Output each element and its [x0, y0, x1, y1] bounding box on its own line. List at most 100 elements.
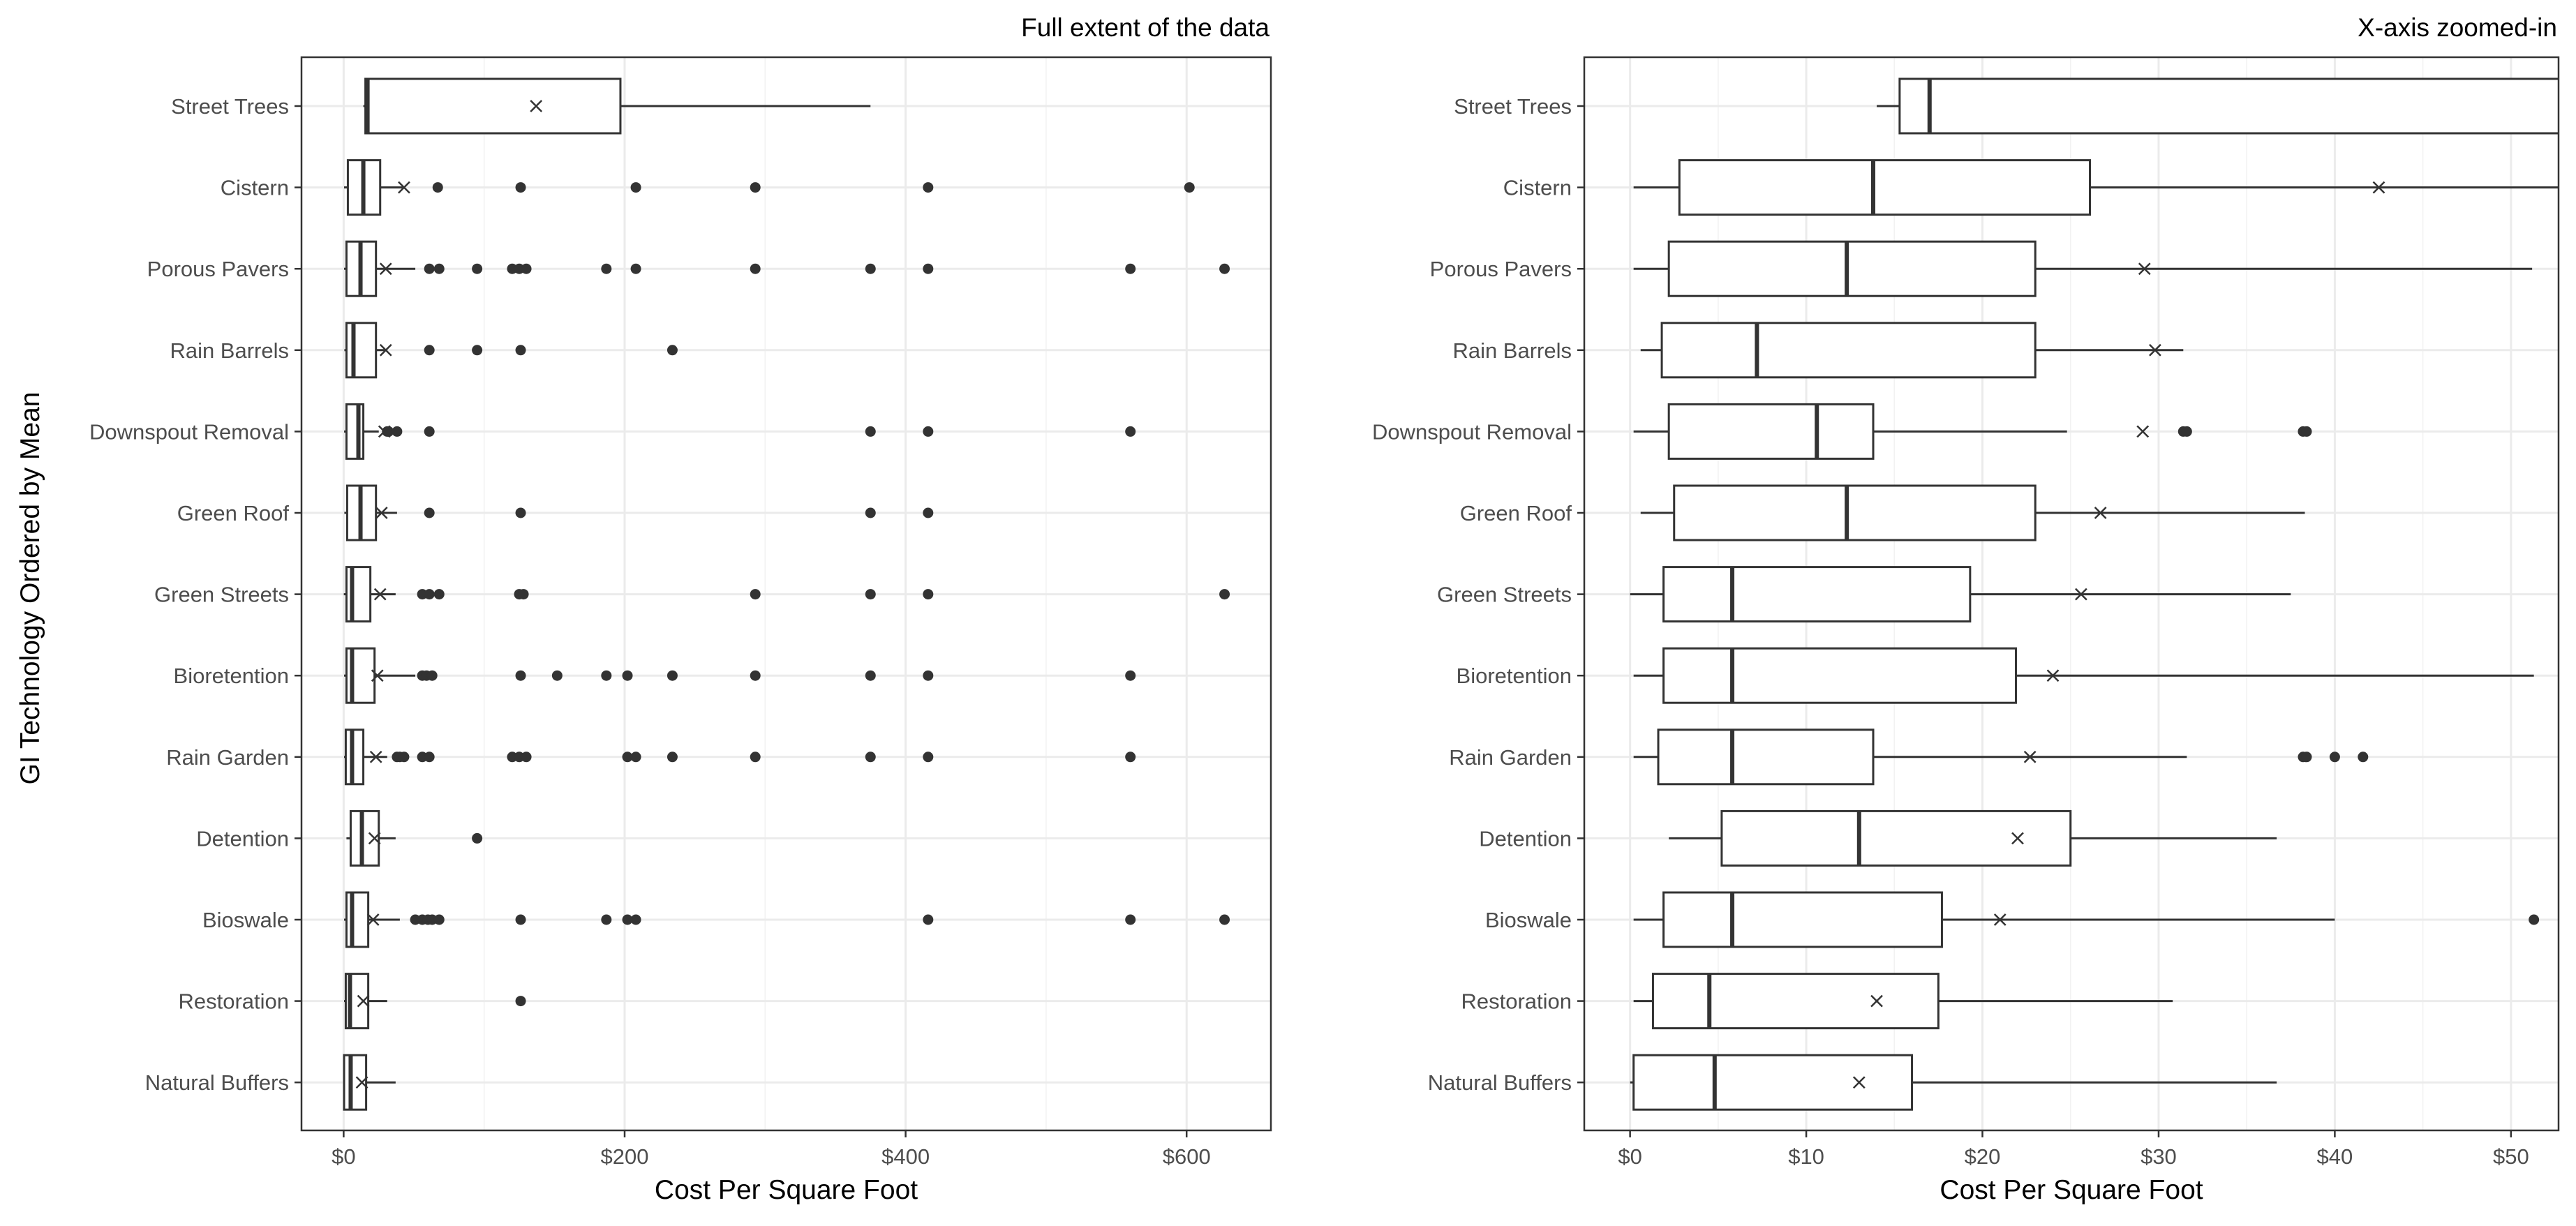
- y-tick-label: Cistern: [1503, 176, 1572, 200]
- box-green-roof: [344, 484, 934, 541]
- outlier-point: [424, 263, 435, 274]
- mean-marker: [530, 100, 543, 112]
- x-tick-label: $0: [332, 1144, 355, 1169]
- outlier-point: [750, 182, 761, 193]
- outlier-point: [2529, 914, 2540, 925]
- outlier-point: [865, 670, 876, 681]
- outlier-point: [2181, 426, 2192, 437]
- iqr-box: [1667, 240, 2037, 297]
- outlier-point: [601, 263, 612, 274]
- outlier-point: [1125, 263, 1136, 274]
- outlier-point: [923, 507, 934, 518]
- box-rain-garden: [1633, 728, 2369, 786]
- box-cistern: [343, 159, 1195, 216]
- mean-marker: [2372, 181, 2385, 194]
- box-natural-buffers: [1630, 1054, 2277, 1111]
- box-downspout-removal: [1633, 403, 2312, 460]
- x-tick-label: $400: [881, 1144, 930, 1169]
- mean-marker: [373, 588, 387, 601]
- mean-marker: [378, 425, 391, 438]
- outlier-point: [521, 752, 532, 763]
- outlier-point: [424, 426, 435, 437]
- y-tick-label: Bioretention: [174, 664, 289, 688]
- outlier-point: [667, 670, 678, 681]
- y-tick-label: Rain Garden: [1449, 745, 1572, 770]
- y-tick-label: Restoration: [178, 989, 289, 1014]
- y-tick-label: Downspout Removal: [89, 419, 289, 444]
- outlier-point: [392, 426, 403, 437]
- box-downspout-removal: [343, 403, 1136, 460]
- y-tick-label: Downspout Removal: [1372, 419, 1572, 444]
- y-tick-label: Green Streets: [1437, 583, 1572, 607]
- panel-2: Street Trees Cistern Porous Pavers Rain Bar…: [1372, 13, 2560, 1205]
- y-tick-label: Bioswale: [202, 908, 289, 932]
- iqr-box: [1632, 1054, 1914, 1111]
- iqr-box: [345, 322, 378, 379]
- outlier-point: [622, 670, 633, 681]
- outlier-point: [521, 263, 532, 274]
- iqr-box: [343, 1054, 368, 1111]
- outlier-point: [865, 752, 876, 763]
- outlier-point: [472, 263, 483, 274]
- outlier-point: [923, 670, 934, 681]
- outlier-point: [472, 832, 483, 844]
- iqr-box: [1898, 77, 2559, 135]
- outlier-point: [1125, 426, 1136, 437]
- x-tick-label: $10: [1788, 1144, 1824, 1169]
- outlier-point: [622, 914, 633, 925]
- mean-marker: [379, 262, 392, 276]
- outlier-point: [1125, 914, 1136, 925]
- y-tick-label: Bioswale: [1485, 908, 1572, 932]
- outlier-point: [923, 263, 934, 274]
- mean-marker: [2094, 507, 2107, 519]
- box-bioretention: [343, 647, 1136, 704]
- y-tick-label: Rain Garden: [166, 745, 289, 770]
- outlier-point: [2329, 752, 2340, 763]
- y-tick-label: Natural Buffers: [1428, 1070, 1572, 1095]
- iqr-box: [364, 77, 622, 135]
- outlier-point: [923, 426, 934, 437]
- outlier-point: [1219, 914, 1230, 925]
- y-tick-label: Detention: [1479, 826, 1572, 851]
- mean-marker: [2138, 262, 2151, 276]
- box-rain-barrels: [1640, 322, 2184, 379]
- box-bioretention: [1633, 647, 2534, 704]
- outlier-point: [1125, 752, 1136, 763]
- y-tick-label: Green Roof: [177, 501, 290, 525]
- box-green-streets: [1630, 566, 2291, 623]
- mean-marker: [355, 1076, 368, 1089]
- outlier-point: [432, 182, 443, 193]
- iqr-box: [1667, 403, 1875, 460]
- y-tick-label: Restoration: [1461, 989, 1572, 1014]
- outlier-point: [630, 752, 641, 763]
- outlier-point: [515, 670, 526, 681]
- box-bioswale: [1633, 891, 2540, 948]
- outlier-point: [865, 263, 876, 274]
- outlier-point: [2301, 426, 2312, 437]
- outlier-point: [426, 670, 438, 681]
- outlier-point: [1219, 263, 1230, 274]
- outlier-point: [630, 263, 641, 274]
- outlier-point: [865, 589, 876, 600]
- box-green-roof: [1640, 484, 2305, 541]
- outlier-point: [2358, 752, 2369, 763]
- outlier-point: [424, 589, 435, 600]
- box-restoration: [343, 973, 526, 1030]
- iqr-box: [1662, 566, 1972, 623]
- mean-marker: [379, 343, 392, 357]
- outlier-point: [515, 345, 526, 356]
- outlier-point: [923, 182, 934, 193]
- y-tick-label: Cistern: [221, 176, 289, 200]
- outlier-point: [424, 507, 435, 518]
- outlier-point: [515, 507, 526, 518]
- outlier-point: [515, 182, 526, 193]
- iqr-box: [345, 403, 365, 460]
- mean-marker: [375, 507, 388, 519]
- box-porous-pavers: [343, 240, 1230, 297]
- box-green-streets: [343, 566, 1230, 623]
- box-restoration: [1633, 973, 2173, 1030]
- mean-marker: [1993, 913, 2007, 926]
- outlier-point: [433, 589, 445, 600]
- mean-marker: [2011, 832, 2024, 845]
